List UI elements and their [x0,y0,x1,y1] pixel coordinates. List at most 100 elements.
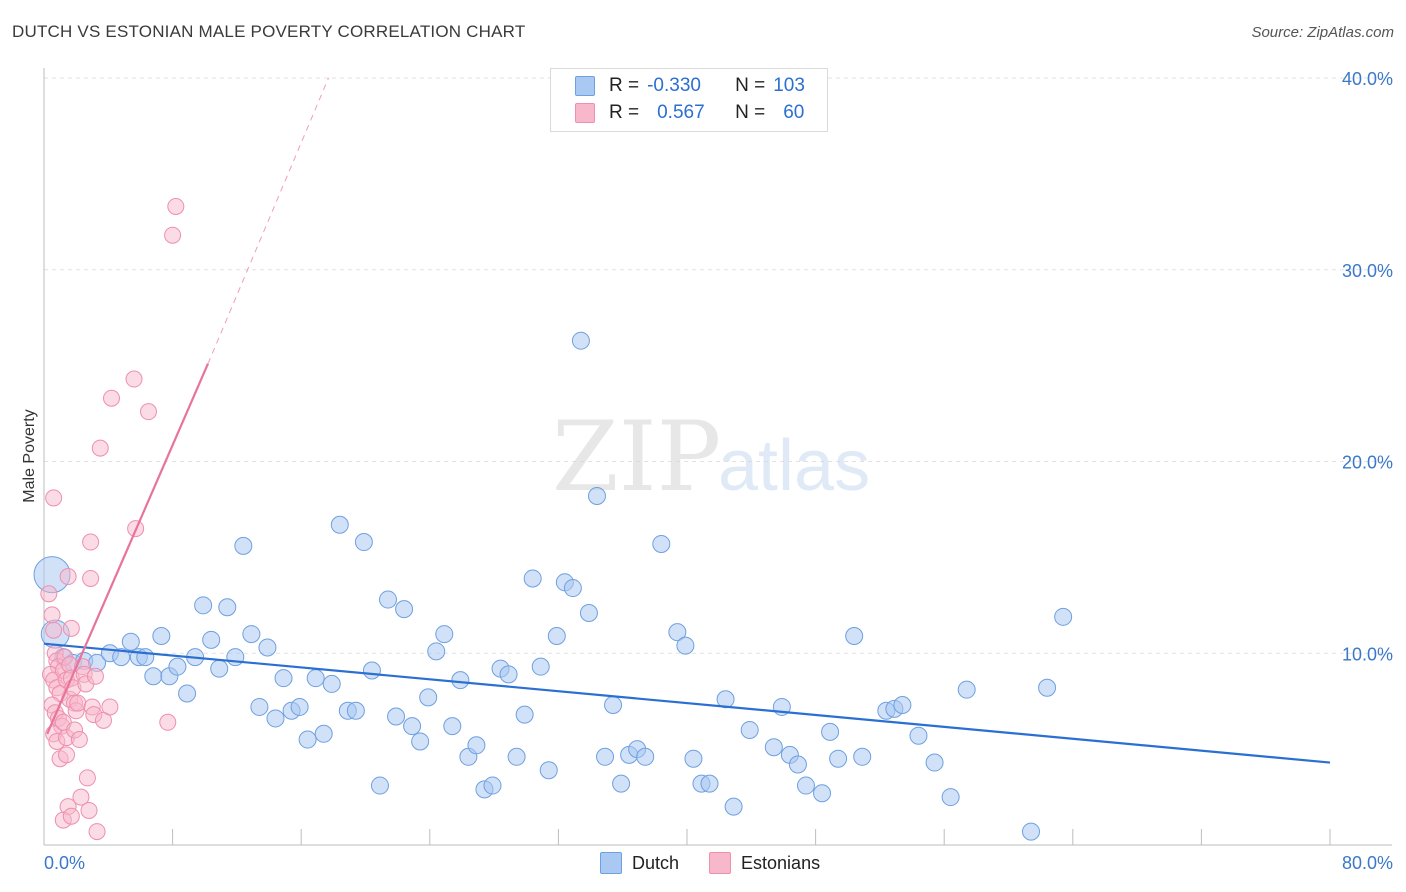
estonians-point [72,788,90,806]
dutch-point [210,659,229,678]
trend-lines [43,77,1331,764]
dutch-trend-line [43,642,1331,764]
dutch-point [579,603,598,622]
dutch-point [136,648,155,667]
x-tick-label: 0.0% [44,853,85,873]
dutch-point [796,776,815,795]
dutch-point [740,720,759,739]
dutch-point [596,747,615,766]
dutch-point [652,534,671,553]
dutch-point [112,648,131,667]
dutch-point [821,722,840,741]
dutch-point [636,747,655,766]
dutch-point [194,596,213,615]
dutch-point [258,638,277,657]
x-tick-label: 80.0% [1342,853,1393,873]
legend-label-estonians: Estonians [741,852,821,873]
dutch-point [354,533,373,552]
dutch-point [314,724,333,743]
chart-title: DUTCH VS ESTONIAN MALE POVERTY CORRELATI… [12,22,526,41]
legend-r-value: -0.330 [647,75,701,96]
estonians-point [45,621,63,639]
dutch-point [668,623,687,642]
legend-item-estonians[interactable]: Estonians [709,852,820,874]
dutch-point [813,784,832,803]
dutch-point [467,736,486,755]
estonians-point [62,619,80,637]
dutch-point [250,697,269,716]
dutch-point [507,747,526,766]
dutch-point [202,630,221,649]
dutch-point [724,797,743,816]
legend-n-value: 103 [773,75,805,96]
series-legend: Dutch Estonians [600,852,850,874]
legend-swatch-estonians [575,103,595,123]
dutch-point [379,590,398,609]
dutch-point [362,661,381,680]
y-tick-label: 20.0% [1342,453,1393,473]
estonians-point [78,769,96,787]
dutch-point [604,696,623,715]
dutch-point [1038,678,1057,697]
dutch-point [587,487,606,506]
legend-swatch-dutch [600,852,622,874]
legend-r-value: 0.567 [657,102,705,123]
axes [43,68,1392,846]
estonians-trend-line [46,363,209,735]
dutch-point [266,709,285,728]
estonians-point [80,801,98,819]
series-dutch-points [33,331,1073,841]
dutch-point [144,667,163,686]
legend-row-dutch: R = -0.330 N = 103 [575,73,805,99]
dutch-point [387,707,406,726]
dutch-point [218,598,237,617]
dutch-point [290,697,309,716]
estonians-point [45,489,63,507]
legend-swatch-dutch [575,76,595,96]
dutch-point [612,774,631,793]
dutch-point [909,726,928,745]
estonians-point [82,569,100,587]
dutch-point [700,774,719,793]
legend-item-dutch[interactable]: Dutch [600,852,679,874]
legend-r-label: R = [609,75,640,96]
estonians-point [164,226,182,244]
dutch-point [234,536,253,555]
estonians-point [125,370,143,388]
dutch-point [893,696,912,715]
dutch-point [226,648,245,667]
dutch-point [563,579,582,598]
dutch-point [152,626,171,645]
dutch-point [451,671,470,690]
dutch-point [764,738,783,757]
dutch-point [676,636,695,655]
dutch-point [306,669,325,688]
dutch-point [242,625,261,644]
dutch-point [419,688,438,707]
dutch-point [539,761,558,780]
dutch-point [427,642,446,661]
dutch-point [829,749,848,768]
dutch-point [925,753,944,772]
estonians-point [58,746,76,764]
estonians-point [69,694,87,712]
dutch-point [1022,822,1041,841]
estonians-point [101,698,119,716]
estonians-point [70,731,88,749]
dutch-point [370,776,389,795]
dutch-point [178,684,197,703]
grid-lines [44,77,1392,654]
watermark-zip: ZIP [552,401,721,513]
dutch-point [395,600,414,619]
dutch-point [684,749,703,768]
dutch-point [788,755,807,774]
dutch-point [853,747,872,766]
estonians-point [82,533,100,551]
estonians-point [159,713,177,731]
dutch-point [531,657,550,676]
y-axis-label: Male Poverty [21,409,38,502]
estonians-point [86,667,104,685]
dutch-point [499,665,518,684]
dutch-point [403,717,422,736]
legend-label-dutch: Dutch [632,852,680,873]
